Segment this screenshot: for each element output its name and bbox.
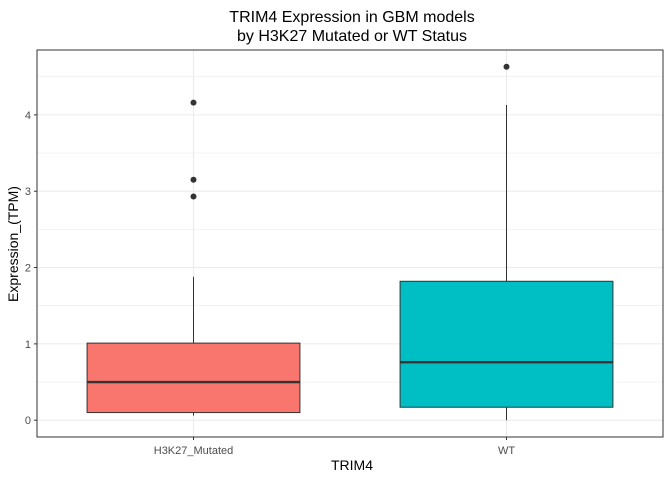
chart-title-line1: TRIM4 Expression in GBM models — [229, 9, 474, 26]
box-H3K27_Mutated — [86, 342, 301, 414]
chart-title-line2: by H3K27 Mutated or WT Status — [237, 28, 467, 45]
x-axis: H3K27_Mutated WT — [154, 437, 515, 457]
panel-border — [36, 49, 664, 438]
y-tick-label: 4 — [25, 110, 31, 122]
x-axis-title: TRIM4 — [331, 457, 373, 473]
outlier-point — [190, 99, 197, 106]
outlier-point — [190, 176, 197, 183]
y-axis-title: Expression_(TPM) — [5, 186, 21, 302]
x-tick-label: H3K27_Mutated — [154, 445, 234, 457]
outlier-point — [190, 193, 197, 200]
y-tick-label: 0 — [25, 415, 31, 427]
x-tick-label: WT — [498, 445, 515, 457]
box-WT — [399, 280, 614, 408]
y-tick-label: 2 — [25, 263, 31, 275]
y-tick-label: 1 — [25, 339, 31, 351]
y-tick-label: 3 — [25, 186, 31, 198]
y-axis: 0 1 2 3 4 — [25, 110, 37, 427]
boxes — [86, 63, 614, 421]
outlier-point — [503, 63, 510, 70]
